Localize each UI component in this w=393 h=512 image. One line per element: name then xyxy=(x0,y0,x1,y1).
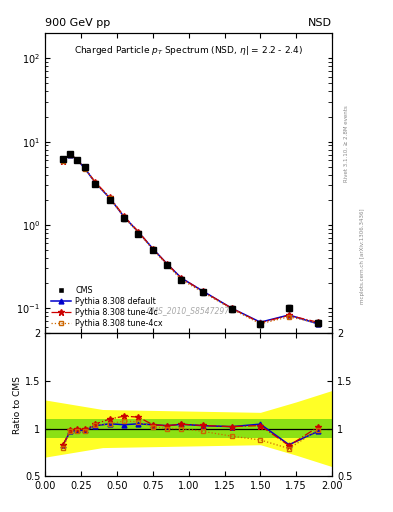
Text: Rivet 3.1.10, ≥ 2.8M events: Rivet 3.1.10, ≥ 2.8M events xyxy=(344,105,349,182)
Y-axis label: Ratio to CMS: Ratio to CMS xyxy=(13,376,22,434)
Text: mcplots.cern.ch [arXiv:1306.3436]: mcplots.cern.ch [arXiv:1306.3436] xyxy=(360,208,365,304)
Text: NSD: NSD xyxy=(308,18,332,28)
Text: Charged Particle $p_T$ Spectrum (NSD, $\eta|$ = 2.2 - 2.4): Charged Particle $p_T$ Spectrum (NSD, $\… xyxy=(74,44,303,57)
Text: CMS_2010_S8547297: CMS_2010_S8547297 xyxy=(147,306,230,315)
Legend: CMS, Pythia 8.308 default, Pythia 8.308 tune-4c, Pythia 8.308 tune-4cx: CMS, Pythia 8.308 default, Pythia 8.308 … xyxy=(49,284,164,329)
Text: 900 GeV pp: 900 GeV pp xyxy=(45,18,110,28)
